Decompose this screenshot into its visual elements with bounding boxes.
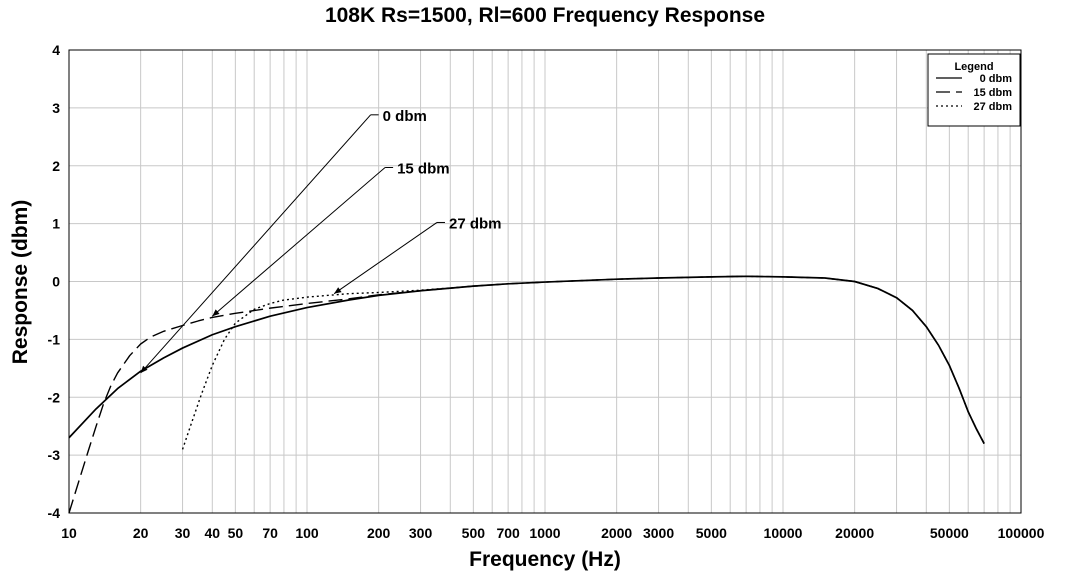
x-tick-label: 700 (496, 525, 520, 541)
annotation-label: 15 dbm (397, 160, 450, 177)
x-tick-label: 1000 (529, 525, 560, 541)
chart-title: 108K Rs=1500, Rl=600 Frequency Response (325, 4, 765, 27)
annotation-label: 0 dbm (383, 108, 427, 125)
annotation-leader (211, 167, 386, 317)
annotation-arrowhead (334, 287, 342, 294)
y-tick-label: -1 (48, 331, 61, 347)
annotations: 0 dbm 15 dbm 27 dbm (140, 108, 502, 374)
x-tick-label: 50 (228, 525, 244, 541)
y-tick-label: -3 (48, 447, 61, 463)
x-axis-ticks: 10 20 30 40 50 70 100 200 300 500 700 1000 2000 3000 5… (61, 525, 1044, 541)
legend-title: Legend (954, 61, 993, 73)
x-tick-label: 20000 (835, 525, 874, 541)
x-tick-label: 2000 (601, 525, 632, 541)
x-tick-label: 5000 (696, 525, 727, 541)
x-tick-label: 500 (462, 525, 486, 541)
annotation-leader (333, 222, 438, 295)
plot-frame (68, 49, 1022, 514)
y-axis-ticks: -4 -3 -2 -1 0 1 2 3 4 (48, 42, 61, 521)
x-tick-label: 100 (295, 525, 319, 541)
x-tick-label: 50000 (930, 525, 969, 541)
series-line-27-dbm (181, 275, 985, 450)
x-tick-label: 70 (262, 525, 278, 541)
x-tick-label: 3000 (643, 525, 674, 541)
legend-box (927, 53, 1021, 127)
y-tick-label: 1 (52, 216, 60, 232)
x-tick-label: 30 (175, 525, 191, 541)
y-tick-label: 0 (52, 274, 60, 290)
y-tick-label: 2 (52, 158, 60, 174)
x-tick-label: 10 (61, 525, 77, 541)
annotation-arrowhead (212, 309, 220, 317)
x-tick-label: 300 (409, 525, 433, 541)
series-group (68, 275, 985, 514)
legend-entry: 27 dbm (973, 101, 1012, 113)
annotation-label: 27 dbm (449, 215, 502, 232)
y-axis-label: Response (dbm) (9, 200, 32, 365)
series-line-15-dbm (68, 275, 985, 514)
legend-entry: 0 dbm (980, 73, 1013, 85)
annotation-leader (140, 114, 372, 374)
x-tick-label: 10000 (764, 525, 803, 541)
x-tick-label: 40 (205, 525, 221, 541)
legend-entry: 15 dbm (973, 87, 1012, 99)
x-axis-label: Frequency (Hz) (469, 548, 621, 571)
y-tick-label: 4 (52, 42, 60, 58)
y-tick-label: -4 (48, 505, 61, 521)
x-tick-label: 20 (133, 525, 149, 541)
series-line-0-dbm (68, 275, 985, 444)
annotation-arrowhead (140, 365, 148, 373)
x-tick-label: 200 (367, 525, 391, 541)
y-tick-label: 3 (52, 100, 60, 116)
x-tick-label: 100000 (998, 525, 1045, 541)
y-tick-label: -2 (48, 389, 61, 405)
